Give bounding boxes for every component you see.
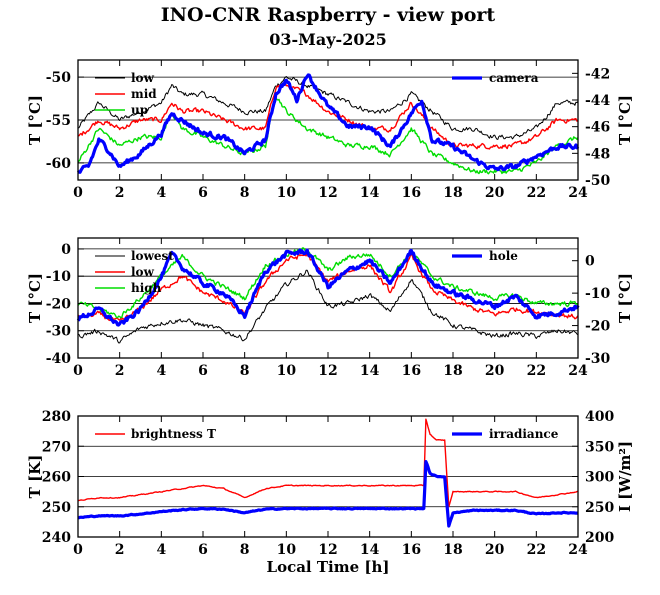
- x-tick-label: 4: [156, 363, 166, 379]
- y-axis-label-right: T [°C]: [616, 273, 634, 323]
- legend-label: high: [131, 281, 162, 295]
- y-tick-label-right: -30: [585, 351, 611, 367]
- y-tick-label-right: -10: [585, 286, 611, 302]
- x-tick-label: 12: [318, 363, 337, 379]
- x-tick-label: 0: [73, 185, 83, 201]
- x-tick-label: 10: [277, 363, 297, 379]
- x-tick-label: 24: [568, 363, 588, 379]
- series-line-lowest: [77, 269, 579, 344]
- legend-label: lowest: [131, 249, 174, 263]
- x-axis-label: Local Time [h]: [267, 558, 390, 576]
- y-tick-label-left: -60: [46, 156, 72, 172]
- y-tick-label-right: -20: [585, 319, 611, 335]
- y-tick-label-right: 350: [585, 439, 614, 455]
- x-tick-label: 18: [443, 363, 462, 379]
- y-tick-label-right: -46: [585, 120, 610, 136]
- x-tick-label: 10: [277, 542, 297, 558]
- x-tick-label: 18: [443, 542, 462, 558]
- legend-label: mid: [131, 87, 157, 101]
- legend-label: brightness T: [131, 427, 216, 441]
- series-line-mid: [77, 82, 579, 150]
- x-tick-label: 14: [360, 185, 380, 201]
- x-tick-label: 24: [568, 542, 588, 558]
- legend-label: low: [131, 265, 155, 279]
- series-line-camera: [77, 73, 580, 174]
- y-tick-label-left: -40: [46, 351, 72, 367]
- y-tick-label-left: -50: [46, 70, 72, 86]
- x-tick-label: 10: [277, 185, 297, 201]
- x-tick-label: 22: [527, 185, 546, 201]
- x-tick-label: 24: [568, 185, 588, 201]
- y-axis-label-right: T [°C]: [616, 95, 634, 145]
- x-tick-label: 14: [360, 363, 380, 379]
- y-tick-label-left: 270: [42, 439, 71, 455]
- x-tick-label: 16: [402, 363, 421, 379]
- y-tick-label-right: 400: [585, 409, 614, 425]
- x-tick-label: 20: [485, 185, 505, 201]
- panel-top: 0 2 4 6 8 10 12 14 16 18 20 22 24-60-55-50-50-48-46-…: [26, 59, 634, 201]
- y-tick-label-right: -48: [585, 146, 610, 162]
- panels: 0 2 4 6 8 10 12 14 16 18 20 22 24-60-55-50-50-48-46-…: [26, 59, 634, 558]
- y-tick-label-left: 240: [42, 530, 71, 546]
- x-tick-label: 20: [485, 542, 505, 558]
- y-axis-label-right: I [W/m²]: [616, 441, 634, 512]
- legend-label: camera: [489, 71, 539, 85]
- series-line-hole: [76, 248, 580, 327]
- x-tick-label: 4: [156, 542, 166, 558]
- y-tick-label-right: 200: [585, 530, 614, 546]
- x-tick-label: 6: [198, 185, 208, 201]
- x-tick-label: 18: [443, 185, 462, 201]
- y-axis-label-left: T [°C]: [26, 273, 44, 323]
- x-tick-label: 8: [240, 185, 250, 201]
- y-tick-label-right: 300: [585, 470, 614, 486]
- series-line-up: [77, 97, 579, 175]
- x-tick-label: 0: [73, 363, 83, 379]
- panel-bottom: 0 2 4 6 8 10 12 14 16 18 20 22 242402502602702802002…: [26, 409, 634, 558]
- y-tick-label-left: 280: [42, 409, 71, 425]
- y-axis-label-left: T [°C]: [26, 95, 44, 145]
- y-tick-label-right: 250: [585, 500, 614, 516]
- x-tick-label: 16: [402, 542, 421, 558]
- y-tick-label-right: -44: [585, 93, 611, 109]
- x-tick-label: 8: [240, 542, 250, 558]
- y-tick-label-left: -10: [46, 269, 72, 285]
- x-tick-label: 14: [360, 542, 380, 558]
- chart-subtitle: 03-May-2025: [269, 30, 386, 49]
- y-tick-label-left: -30: [46, 324, 72, 340]
- x-tick-label: 0: [73, 542, 83, 558]
- series-line-brightness-T: [77, 418, 579, 508]
- legend-label: hole: [489, 249, 518, 263]
- x-tick-label: 22: [527, 363, 546, 379]
- panel-middle: 0 2 4 6 8 10 12 14 16 18 20 22 24-40-30-20-100-30-20…: [26, 237, 634, 379]
- series-line-low: [77, 252, 579, 322]
- x-tick-label: 2: [115, 185, 125, 201]
- chart-title: INO-CNR Raspberry - view port: [161, 4, 496, 26]
- y-tick-label-right: -50: [585, 173, 611, 189]
- legend-label: low: [131, 71, 155, 85]
- x-tick-label: 12: [318, 185, 337, 201]
- y-axis-label-left: T [K]: [26, 455, 44, 499]
- x-tick-label: 20: [485, 363, 505, 379]
- x-tick-label: 2: [115, 542, 125, 558]
- y-tick-label-left: 250: [42, 500, 71, 516]
- y-tick-label-left: -55: [46, 113, 71, 129]
- x-tick-label: 12: [318, 542, 337, 558]
- legend-label: irradiance: [489, 427, 559, 441]
- y-tick-label-left: 0: [61, 242, 71, 258]
- x-tick-label: 8: [240, 363, 250, 379]
- series-line-low: [77, 76, 579, 140]
- y-tick-label-right: 0: [585, 254, 595, 270]
- x-tick-label: 22: [527, 542, 546, 558]
- series-line-irradiance: [77, 460, 579, 528]
- x-tick-label: 6: [198, 542, 208, 558]
- x-tick-label: 6: [198, 363, 208, 379]
- x-tick-label: 2: [115, 363, 125, 379]
- x-tick-label: 4: [156, 185, 166, 201]
- y-tick-label-right: -42: [585, 66, 610, 82]
- y-tick-label-left: -20: [46, 296, 72, 312]
- y-tick-label-left: 260: [42, 470, 71, 486]
- x-tick-label: 16: [402, 185, 421, 201]
- legend-label: up: [131, 103, 148, 117]
